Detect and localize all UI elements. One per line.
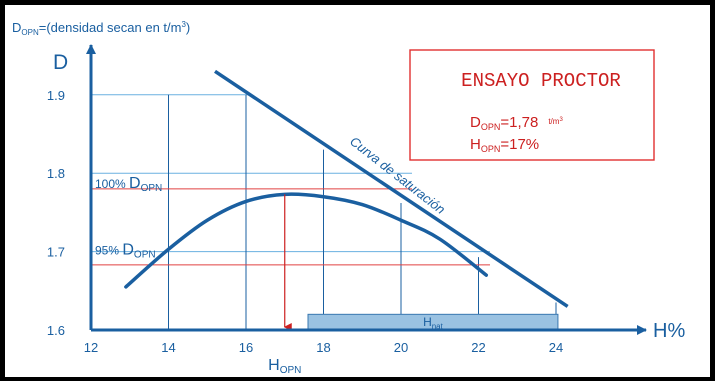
axis-layer <box>86 44 647 335</box>
x-tick-label: 14 <box>161 340 175 355</box>
proctor-chart: 1.6 1.7 1.8 1.9 12 14 16 18 20 22 24 Hnat D H% 100% DO… <box>12 20 685 376</box>
x-tick-label: 24 <box>549 340 563 355</box>
y-tick-label: 1.6 <box>47 323 65 338</box>
proctor-info-box <box>409 49 655 161</box>
density-header: DOPN=(densidad secan en t/m3) <box>12 20 190 37</box>
saturation-line <box>214 69 569 308</box>
x-axis-label: H% <box>653 320 685 342</box>
x-tick-label: 22 <box>471 340 485 355</box>
grid-layer <box>91 94 557 330</box>
y-axis-label: D <box>53 51 68 74</box>
compaction-curve <box>124 192 488 289</box>
x-tick-label: 18 <box>316 340 330 355</box>
pct95-density-label: 95% DOPN <box>95 242 156 261</box>
x-tick-label: 12 <box>84 340 98 355</box>
d-opn-value: DOPN=1,78 t/m3 <box>470 114 563 132</box>
proctor-title: ENSAYO PROCTOR <box>461 70 621 92</box>
curve-layer <box>124 69 569 331</box>
optimum-moisture-label: HOPN <box>268 357 301 376</box>
h-opn-value: HOPN=17% <box>470 136 539 154</box>
y-tick-label: 1.7 <box>47 245 65 260</box>
y-tick-label: 1.8 <box>47 166 65 181</box>
x-tick-label: 20 <box>394 340 408 355</box>
chart-frame: 1.6 1.7 1.8 1.9 12 14 16 18 20 22 24 Hnat D H% 100% DO… <box>5 5 710 377</box>
max-density-label: 100% DOPN <box>95 175 162 194</box>
x-tick-label: 16 <box>239 340 253 355</box>
natural-moisture-label: Hnat <box>423 315 444 331</box>
y-tick-label: 1.9 <box>47 88 65 103</box>
